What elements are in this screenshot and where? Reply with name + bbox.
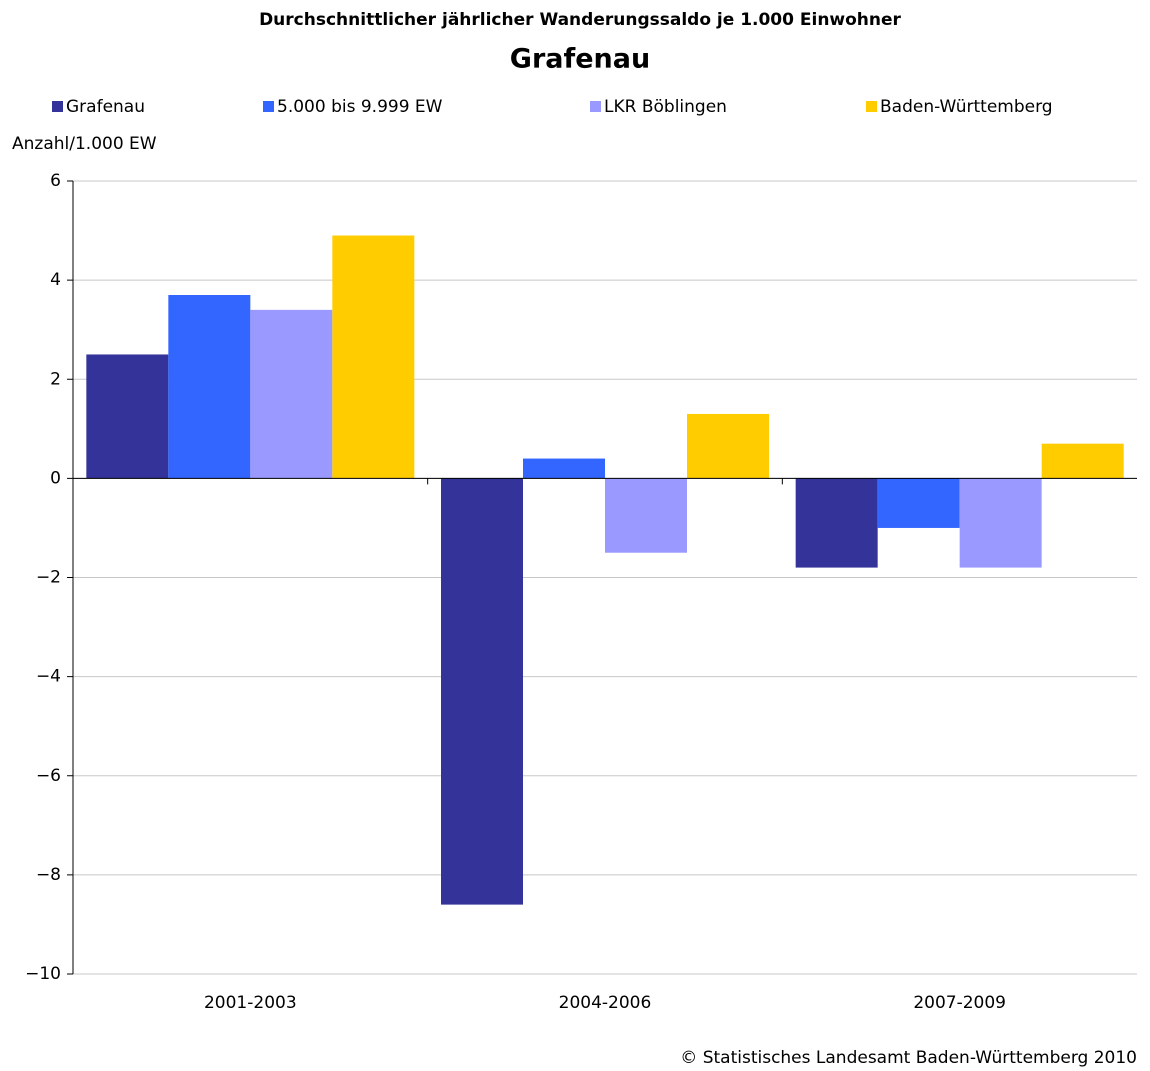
bar <box>250 309 333 479</box>
legend-label: Baden-Württemberg <box>880 97 1053 117</box>
bar <box>877 478 960 528</box>
y-tick-label: 2 <box>50 369 61 389</box>
bar <box>332 235 415 479</box>
legend-label: LKR Böblingen <box>604 97 727 117</box>
source: © Statistisches Landesamt Baden-Württemb… <box>680 1048 1137 1068</box>
bar <box>523 458 605 479</box>
y-tick-label: 6 <box>50 171 61 191</box>
y-tick-label: −4 <box>36 667 61 687</box>
bar <box>441 478 523 905</box>
legend-swatch <box>866 101 877 112</box>
legend-swatch <box>590 101 601 112</box>
y-axis-label: Anzahl/1.000 EW <box>12 134 157 154</box>
chart-subtitle: Grafenau <box>510 44 650 75</box>
legend-label: Grafenau <box>66 97 145 117</box>
y-tick-label: 0 <box>50 468 61 488</box>
x-tick-label: 2004-2006 <box>559 993 652 1013</box>
bar <box>959 478 1042 568</box>
y-tick-label: −10 <box>25 964 61 984</box>
x-tick-label: 2007-2009 <box>913 993 1006 1013</box>
legend-swatch <box>263 101 274 112</box>
y-tick-label: −8 <box>36 865 61 885</box>
bar <box>168 294 251 479</box>
y-tick-label: −2 <box>36 568 61 588</box>
legend-label: 5.000 bis 9.999 EW <box>277 97 443 117</box>
bar <box>795 478 878 568</box>
chart-title: Durchschnittlicher jährlicher Wanderungs… <box>259 10 901 30</box>
bar <box>1041 443 1124 479</box>
y-tick-label: 4 <box>50 270 61 290</box>
legend-swatch <box>52 101 63 112</box>
y-tick-label: −6 <box>36 766 61 786</box>
bar <box>605 478 687 553</box>
bar <box>687 413 769 479</box>
x-tick-label: 2001-2003 <box>204 993 297 1013</box>
bar <box>86 354 169 479</box>
